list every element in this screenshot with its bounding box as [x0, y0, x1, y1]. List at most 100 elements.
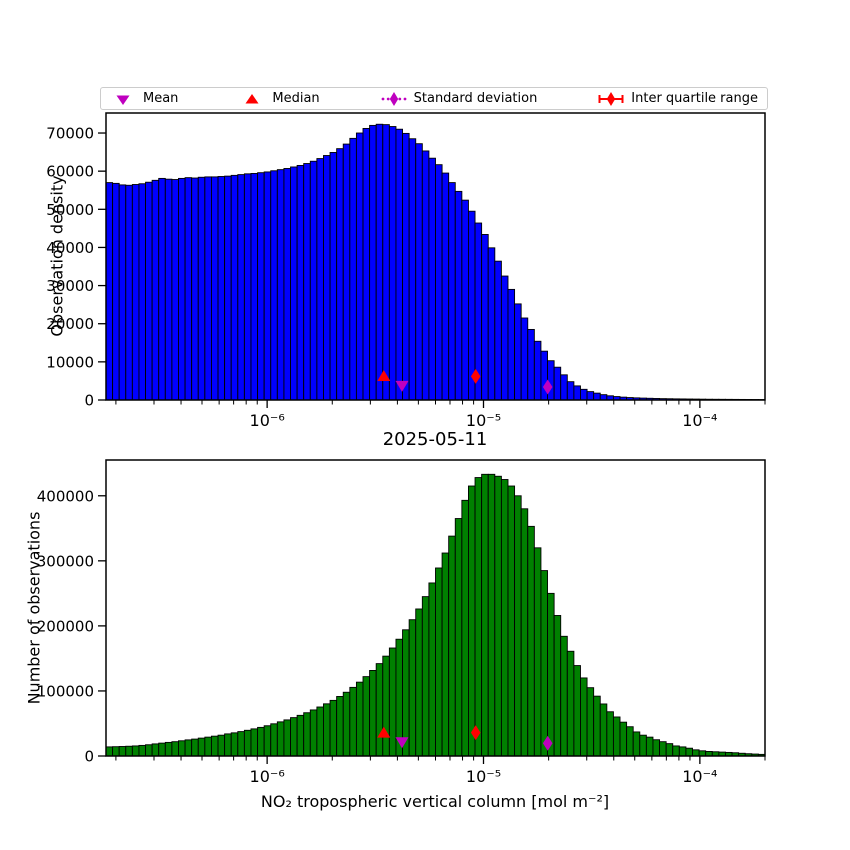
hist-bar: [296, 714, 305, 757]
hist-bar: [678, 746, 687, 757]
hist-bar: [178, 177, 186, 401]
legend-item-iqr: Inter quartile range: [598, 91, 758, 107]
std-marker: [542, 379, 553, 395]
hist-bar: [415, 143, 423, 401]
hist-bar: [171, 179, 179, 401]
x-tick-label: 10⁻⁵: [466, 411, 501, 430]
hist-bar: [184, 177, 193, 401]
hist-bar: [276, 721, 285, 757]
number-of-observations-histogram: 0 100000 200000 300000 400000 10⁻⁶ 10⁻⁵ 10⁻⁴: [37, 459, 766, 786]
hist-bar: [131, 745, 140, 757]
hist-bar: [395, 128, 403, 401]
hist-bar: [145, 744, 153, 757]
hist-bar: [336, 696, 344, 757]
hist-bar: [441, 552, 450, 757]
hist-bar: [355, 681, 364, 757]
hist-bar: [672, 745, 680, 757]
hist-bar: [296, 164, 305, 401]
hist-bar: [639, 734, 647, 757]
hist-bar: [435, 164, 443, 401]
hist-bar: [349, 686, 357, 757]
hist-bar: [599, 394, 608, 401]
dot-glyph: [403, 97, 407, 100]
x-tick-label: 10⁻⁶: [250, 767, 285, 786]
hist-bar: [474, 477, 483, 757]
hist-bar: [533, 547, 542, 757]
hist-bar: [408, 138, 417, 401]
dot-glyph: [386, 97, 390, 100]
hist-bar: [276, 169, 285, 401]
hist-bar: [257, 726, 265, 757]
y-tick-label: 40000: [46, 239, 94, 257]
triangle-up-glyph: [245, 93, 259, 103]
hist-bar: [138, 183, 146, 401]
hist-bar: [151, 743, 160, 757]
hist-bar: [243, 729, 252, 757]
hist-bar: [573, 385, 581, 401]
hist-bar: [421, 150, 430, 401]
x-tick-label: 10⁻⁴: [682, 411, 717, 430]
hist-bar: [428, 157, 436, 401]
hist-bar: [217, 734, 226, 757]
y-tick-label: 50000: [46, 201, 94, 219]
hist-bar: [560, 374, 568, 401]
hist-bar: [375, 663, 384, 757]
hist-bar: [507, 485, 516, 757]
hist-bar: [270, 723, 278, 757]
iqr-diamond-errorbar-icon: [598, 91, 624, 106]
hist-bar: [290, 717, 298, 757]
hist-bar: [659, 741, 667, 757]
hist-bar: [408, 619, 417, 757]
y-tick-label: 200000: [37, 617, 94, 635]
hist-bar: [105, 746, 114, 757]
top-chart-ylabel: Observation density: [47, 175, 67, 337]
y-tick-label: 0: [84, 748, 94, 766]
hist-bar: [441, 172, 450, 401]
bottom-chart-xlabel: NO₂ tropospheric vertical column [mol m⁻…: [260, 792, 610, 811]
hist-bar: [626, 726, 634, 757]
hist-bar: [336, 148, 344, 401]
y-tick-label: 100000: [37, 682, 94, 700]
hist-bar: [382, 655, 390, 757]
hist-bar: [237, 174, 245, 401]
hist-bar: [210, 735, 219, 757]
hist-bar: [540, 570, 548, 757]
dot-glyph: [398, 97, 401, 100]
median-marker: [377, 370, 391, 381]
iqr-marker: [470, 368, 481, 384]
dot-glyph: [381, 97, 385, 100]
hist-bar: [323, 703, 331, 757]
hist-bar: [382, 124, 390, 401]
hist-bar: [145, 181, 153, 401]
hist-bar: [342, 691, 351, 757]
y-tick-label: 0: [84, 392, 94, 410]
hist-bar: [547, 360, 555, 401]
hist-bar: [309, 709, 318, 757]
hist-bar: [191, 177, 199, 401]
hist-bar: [118, 746, 127, 757]
hist-bar: [573, 665, 581, 757]
hist-bar: [204, 736, 212, 757]
hist-bar: [158, 742, 166, 757]
hist-bar: [224, 175, 232, 401]
legend-item-median: Median: [239, 91, 320, 107]
hist-bar: [243, 173, 252, 401]
hist-bar: [263, 725, 272, 757]
hist-bar: [527, 525, 535, 757]
hist-bar: [362, 676, 371, 757]
hist-bar: [428, 582, 436, 757]
hist-bar: [191, 738, 199, 757]
hist-bar: [560, 635, 568, 757]
hist-bar: [316, 706, 324, 757]
hist-bar: [593, 392, 601, 401]
hist-bar: [421, 596, 430, 757]
x-tick-label: 10⁻⁴: [682, 767, 717, 786]
median-marker: [377, 726, 391, 738]
hist-bar: [665, 743, 674, 757]
hist-bar: [692, 749, 700, 757]
hist-bar: [250, 728, 259, 757]
hist-bar: [164, 178, 173, 401]
hist-bar: [507, 288, 516, 401]
hist-bar: [309, 160, 318, 401]
